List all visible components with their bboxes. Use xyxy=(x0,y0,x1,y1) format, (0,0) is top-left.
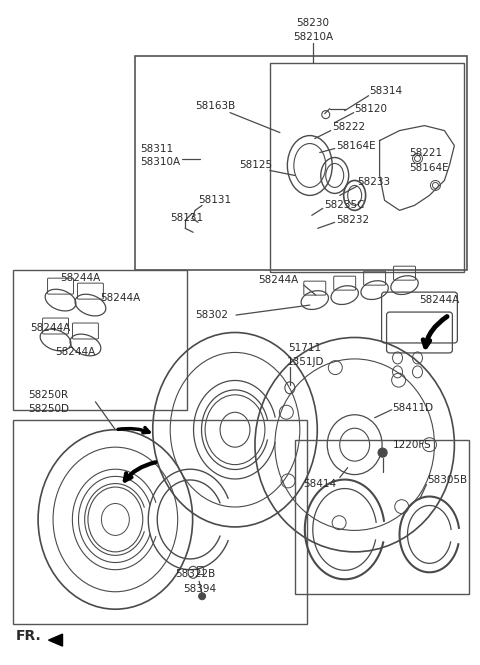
Text: 58244A: 58244A xyxy=(60,273,101,283)
Text: 58302: 58302 xyxy=(195,310,228,320)
Text: 58305B: 58305B xyxy=(428,475,468,485)
Bar xyxy=(12,420,307,624)
Text: 58131: 58131 xyxy=(170,213,204,223)
Text: 58235C: 58235C xyxy=(324,200,364,210)
Text: 58244A: 58244A xyxy=(258,275,298,285)
Text: 58314: 58314 xyxy=(370,86,403,96)
Text: 58244A: 58244A xyxy=(100,293,141,303)
Text: 58322B: 58322B xyxy=(175,569,215,579)
Bar xyxy=(135,56,468,270)
Bar xyxy=(12,270,187,410)
Polygon shape xyxy=(48,634,62,646)
Text: 58125: 58125 xyxy=(239,160,272,170)
Circle shape xyxy=(378,448,387,457)
Text: 58411D: 58411D xyxy=(393,403,434,413)
Circle shape xyxy=(199,593,205,600)
Text: 58394: 58394 xyxy=(183,585,216,595)
Text: 58244A: 58244A xyxy=(56,347,96,357)
Text: 58244A: 58244A xyxy=(420,295,460,305)
Text: 58244A: 58244A xyxy=(31,323,71,333)
Text: 58310A: 58310A xyxy=(140,158,180,168)
Text: 58164E: 58164E xyxy=(409,164,449,174)
Text: 58222: 58222 xyxy=(332,122,365,132)
Text: 58233: 58233 xyxy=(358,178,391,188)
Text: 58164E: 58164E xyxy=(336,140,375,150)
Text: 58221: 58221 xyxy=(409,148,443,158)
Bar xyxy=(295,440,469,595)
Text: FR.: FR. xyxy=(16,629,41,643)
Text: 1220FS: 1220FS xyxy=(393,440,432,450)
Text: 58131: 58131 xyxy=(198,196,231,205)
Text: 58311: 58311 xyxy=(140,144,173,154)
Text: 58163B: 58163B xyxy=(195,100,235,110)
Text: 1351JD: 1351JD xyxy=(287,357,324,367)
Text: 58230: 58230 xyxy=(296,18,329,28)
Text: 58232: 58232 xyxy=(336,215,369,225)
Text: 51711: 51711 xyxy=(288,343,321,353)
Bar xyxy=(197,567,203,575)
Text: 58250R: 58250R xyxy=(29,390,69,400)
Text: 58120: 58120 xyxy=(355,104,388,114)
Text: 58414: 58414 xyxy=(303,479,336,489)
Bar xyxy=(270,63,464,272)
Text: 58250D: 58250D xyxy=(29,404,70,414)
Text: 58210A: 58210A xyxy=(293,32,333,42)
